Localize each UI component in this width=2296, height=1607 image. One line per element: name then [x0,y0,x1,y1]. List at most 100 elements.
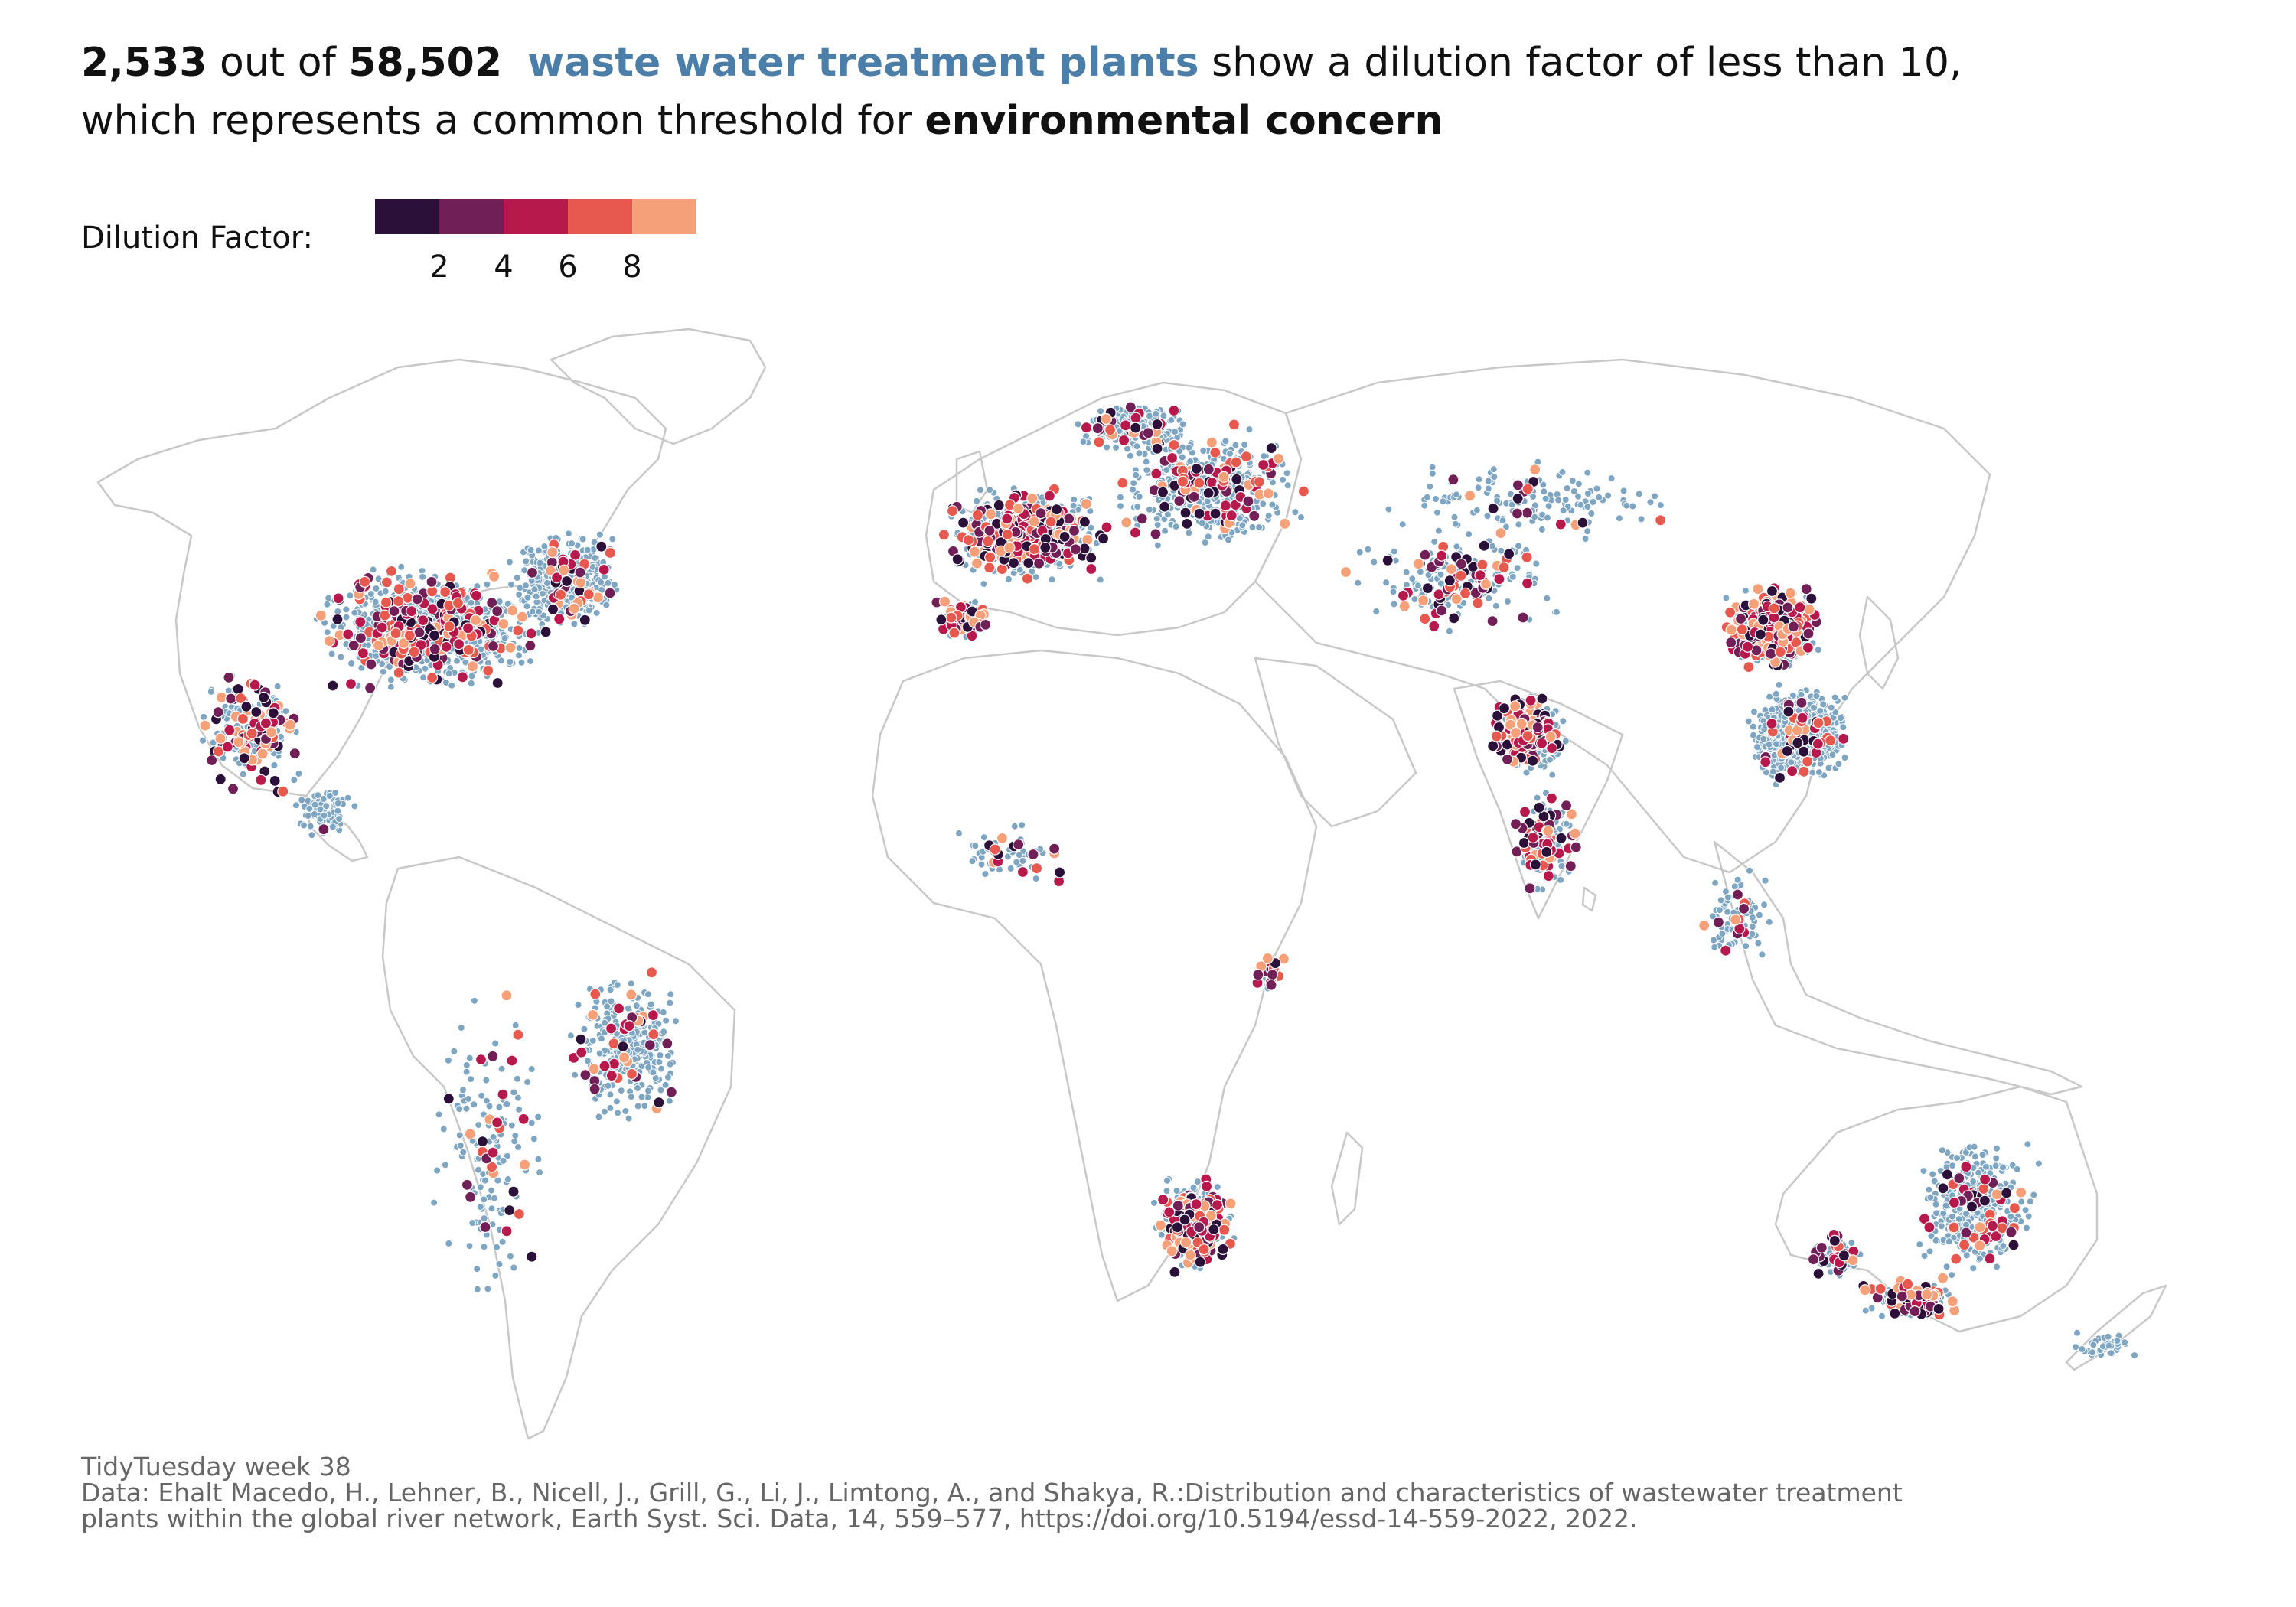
plant-point [1255,523,1264,532]
plant-point [1831,693,1839,702]
plant-point [462,1061,471,1069]
plant-point [1390,547,1398,556]
plant-point [476,1203,484,1211]
plant-point [612,1097,621,1106]
dilution-legend: Dilution Factor: 2 4 6 8 [81,199,770,291]
plant-point [591,554,599,562]
plant-point [1929,1170,1937,1178]
plant-point [1827,703,1835,712]
plant-point [1291,508,1300,517]
plant-point [1815,768,1823,777]
plant-point [1503,598,1512,605]
arabia-outline [1254,657,1417,828]
plant-point [448,681,456,689]
plant-point [527,657,534,666]
plant-point [1919,1167,1928,1175]
plant-point [292,801,300,810]
plant-point [467,1075,475,1084]
plant-point [453,657,461,665]
plant-point [1355,548,1364,556]
plant-point [207,687,215,696]
plant-point [457,1024,465,1032]
plant-point [1920,1252,1929,1260]
legend-swatch-3 [504,199,568,234]
plant-point [371,598,380,606]
plant-point [1925,1185,1933,1194]
plant-point [1962,1148,1970,1156]
plant-point [523,602,531,611]
plant-point [517,658,526,667]
plant-point [462,1068,471,1076]
plant-point [322,802,331,810]
plant-point [1245,425,1254,434]
plant-point [632,1002,641,1010]
plant-point [489,1133,497,1141]
plant-point [2024,1140,2032,1149]
plant-point [1953,1154,1961,1162]
plant-point [1153,514,1161,523]
plant-point [595,530,604,539]
plant-point [478,1091,486,1100]
plant-point [1546,755,1554,764]
legend-swatch-1 [375,199,439,234]
plant-point [1221,437,1230,445]
plant-point [506,658,514,666]
plant-point [328,823,337,831]
plant-point [568,539,576,548]
plant-point [664,1073,672,1081]
plant-point [1991,1162,2000,1170]
plant-point [1402,568,1411,576]
plant-point [607,997,615,1006]
plant-point [530,1135,538,1143]
plant-point [584,1057,592,1065]
plant-point [468,672,476,680]
plant-point [510,1088,518,1097]
plant-point [1145,505,1153,513]
plant-point [606,1103,615,1112]
plant-point [1069,501,1078,510]
plant-point [1153,541,1162,549]
plant-point [1750,708,1758,716]
plant-point [1437,579,1445,588]
plant-point [462,1104,471,1113]
plant-point [290,776,298,784]
plant-point [1185,529,1193,537]
plant-point [1411,595,1419,603]
new-zealand-outline [2065,1284,2167,1371]
plant-point [1103,443,1111,451]
plant-point [511,1132,520,1139]
plant-point [1768,706,1776,714]
plant-point [1437,570,1445,579]
plant-point [480,1243,488,1251]
world-map [96,328,2167,1440]
plant-point [1562,820,1570,828]
plant-point [510,1263,518,1272]
plant-point [308,831,316,839]
plant-point [543,579,551,587]
plant-point [445,1239,453,1247]
legend-swatch-4 [568,199,632,234]
north-america-outline [96,358,667,797]
plant-point [430,1198,439,1207]
plant-point [2024,1212,2033,1221]
plant-point [1159,412,1168,420]
plant-point [2013,1165,2021,1173]
plant-point [617,1087,625,1095]
plant-point [444,1056,452,1064]
plant-point [1841,754,1849,762]
legend-ticks: 2 4 6 8 [375,249,696,288]
plant-point [597,578,605,586]
legend-color-bar [375,199,696,234]
plant-point [495,1103,504,1111]
plant-point [1930,1177,1939,1185]
plant-point [467,679,475,687]
plant-point [1825,764,1833,772]
plant-point [1533,794,1541,802]
plant-point [1916,1240,1924,1249]
plant-point [1453,543,1461,551]
plant-point [1810,703,1818,712]
plant-point [484,1285,492,1293]
plant-point [602,601,611,609]
plant-point [1837,714,1845,722]
plant-point [480,1214,488,1222]
